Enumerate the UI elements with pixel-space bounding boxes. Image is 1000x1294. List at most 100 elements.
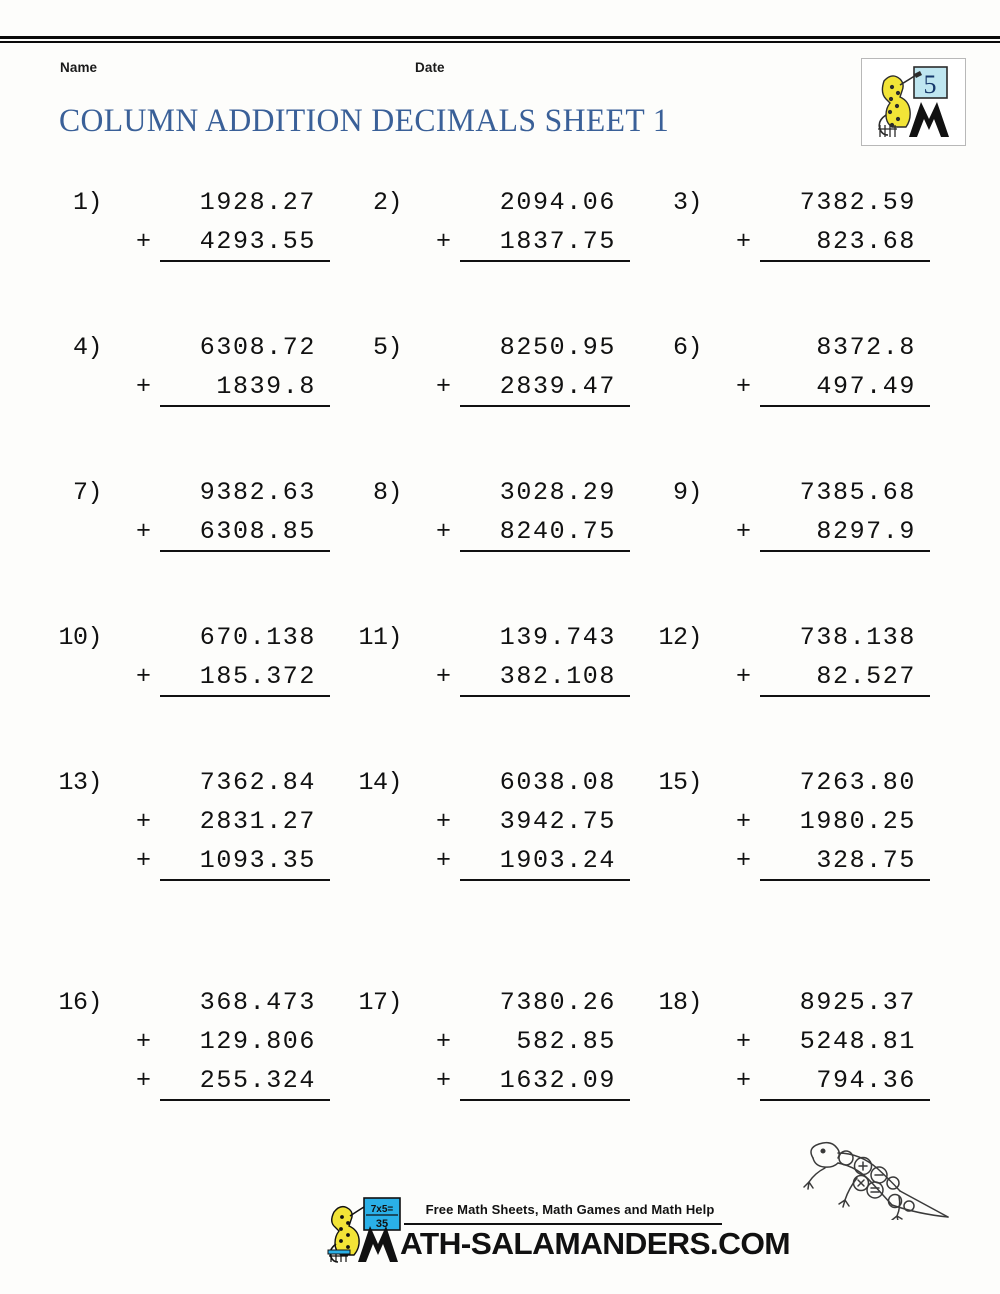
addend-line-final: +8297.9 bbox=[708, 515, 930, 554]
problem-number: 16) bbox=[58, 988, 102, 1017]
problem-row: 4) 6308.72 +1839.8 5) 8250.95 +2839.47 6) 8372.… bbox=[0, 331, 1000, 476]
plus-icon: + bbox=[136, 227, 152, 256]
addend-value: 7382.59 bbox=[799, 188, 916, 217]
problem-number: 6) bbox=[672, 333, 703, 362]
grade-badge: 5 bbox=[861, 58, 966, 146]
addend-line: 6308.72 bbox=[108, 331, 330, 370]
addend-line: 7263.80 bbox=[708, 766, 930, 805]
problem-number: 5) bbox=[372, 333, 403, 362]
addend-line: 6038.08 bbox=[408, 766, 630, 805]
worksheet-header-meta: Name Date bbox=[60, 60, 880, 82]
problem-number: 11) bbox=[358, 623, 402, 652]
plus-icon: + bbox=[136, 1027, 152, 1056]
problem-number: 4) bbox=[72, 333, 103, 362]
addend-line-final: +82.527 bbox=[708, 660, 930, 699]
addend-line-final: +794.36 bbox=[708, 1064, 930, 1103]
addend-line-final: +8240.75 bbox=[408, 515, 630, 554]
addend-line-final: +4293.55 bbox=[108, 225, 330, 264]
problem-operand-stack: 368.473 +129.806 +255.324 bbox=[108, 986, 330, 1103]
footer-divider bbox=[404, 1223, 722, 1225]
addend-line-final: +1839.8 bbox=[108, 370, 330, 409]
problem-number: 1) bbox=[72, 188, 103, 217]
addend-value: 670.138 bbox=[199, 623, 316, 652]
addend-line-final: +1903.24 bbox=[408, 844, 630, 883]
top-border-thin-line bbox=[0, 41, 1000, 43]
addend-line-final: +1837.75 bbox=[408, 225, 630, 264]
addend-value: 1093.35 bbox=[199, 846, 316, 875]
addend-line-final: +382.108 bbox=[408, 660, 630, 699]
addend-line: 7362.84 bbox=[108, 766, 330, 805]
problem-number: 3) bbox=[672, 188, 703, 217]
addend-value: 1632.09 bbox=[499, 1066, 616, 1095]
addend-line-final: +185.372 bbox=[108, 660, 330, 699]
name-label: Name bbox=[60, 60, 98, 75]
addend-value: 8925.37 bbox=[799, 988, 916, 1017]
addend-value: 382.108 bbox=[499, 662, 616, 691]
plus-icon: + bbox=[736, 1066, 752, 1095]
addend-value: 185.372 bbox=[199, 662, 316, 691]
addend-line: 8925.37 bbox=[708, 986, 930, 1025]
addend-line: 7385.68 bbox=[708, 476, 930, 515]
addend-line-final: +497.49 bbox=[708, 370, 930, 409]
addend-value: 6308.85 bbox=[199, 517, 316, 546]
plus-icon: + bbox=[736, 807, 752, 836]
plus-icon: + bbox=[736, 517, 752, 546]
corner-salamander bbox=[795, 1128, 970, 1222]
addend-value: 7362.84 bbox=[199, 768, 316, 797]
problem-number: 10) bbox=[58, 623, 102, 652]
mascot-board-top: 7x5= bbox=[371, 1204, 394, 1215]
problem-number: 9) bbox=[672, 478, 703, 507]
addend-line: +582.85 bbox=[408, 1025, 630, 1064]
addend-line-final: +823.68 bbox=[708, 225, 930, 264]
addend-line-final: +2839.47 bbox=[408, 370, 630, 409]
problem-operand-stack: 1928.27 +4293.55 bbox=[108, 186, 330, 264]
addend-value: 129.806 bbox=[199, 1027, 316, 1056]
plus-icon: + bbox=[436, 807, 452, 836]
addend-value: 1837.75 bbox=[499, 227, 616, 256]
addend-line: 738.138 bbox=[708, 621, 930, 660]
problem-number: 2) bbox=[372, 188, 403, 217]
addend-value: 1928.27 bbox=[199, 188, 316, 217]
problem-row: 13) 7362.84 +2831.27 +1093.35 14) 6038.08 +394… bbox=[0, 766, 1000, 916]
addend-line: 368.473 bbox=[108, 986, 330, 1025]
addend-value: 82.527 bbox=[816, 662, 916, 691]
plus-icon: + bbox=[436, 372, 452, 401]
addend-value: 1980.25 bbox=[799, 807, 916, 836]
plus-icon: + bbox=[136, 807, 152, 836]
plus-icon: + bbox=[136, 662, 152, 691]
mascot-board-bottom: 35 bbox=[376, 1218, 388, 1230]
problem-operand-stack: 9382.63 +6308.85 bbox=[108, 476, 330, 554]
plus-icon: + bbox=[436, 846, 452, 875]
plus-icon: + bbox=[436, 1066, 452, 1095]
addend-line: 7380.26 bbox=[408, 986, 630, 1025]
addend-value: 3028.29 bbox=[499, 478, 616, 507]
problem-operand-stack: 2094.06 +1837.75 bbox=[408, 186, 630, 264]
footer-logo[interactable]: 7x5= 35 Free Math Sheets, Math Gam bbox=[322, 1196, 791, 1264]
problem-number: 15) bbox=[658, 768, 702, 797]
addend-value: 8250.95 bbox=[499, 333, 616, 362]
addend-value: 7263.80 bbox=[799, 768, 916, 797]
addend-line: 139.743 bbox=[408, 621, 630, 660]
footer-wordmark: ATH-SALAMANDERS.COM bbox=[400, 1226, 791, 1261]
addend-value: 9382.63 bbox=[199, 478, 316, 507]
addend-line: +1980.25 bbox=[708, 805, 930, 844]
top-border-rule bbox=[0, 36, 1000, 43]
footer-tagline: Free Math Sheets, Math Games and Math He… bbox=[425, 1202, 715, 1217]
problem-operand-stack: 8372.8 +497.49 bbox=[708, 331, 930, 409]
problem-operand-stack: 738.138 +82.527 bbox=[708, 621, 930, 699]
addend-line-final: +328.75 bbox=[708, 844, 930, 883]
problem-row: 16) 368.473 +129.806 +255.324 17) 7380.26 +582… bbox=[0, 986, 1000, 1136]
problem-number: 7) bbox=[72, 478, 103, 507]
addend-line-final: +6308.85 bbox=[108, 515, 330, 554]
addend-value: 3942.75 bbox=[499, 807, 616, 836]
addend-line: 8372.8 bbox=[708, 331, 930, 370]
addend-value: 582.85 bbox=[516, 1027, 616, 1056]
addend-line: 8250.95 bbox=[408, 331, 630, 370]
problem-operand-stack: 7380.26 +582.85 +1632.09 bbox=[408, 986, 630, 1103]
addend-line: 9382.63 bbox=[108, 476, 330, 515]
salamander-grade-badge-icon: 5 bbox=[878, 66, 949, 137]
addend-value: 2094.06 bbox=[499, 188, 616, 217]
addend-value: 794.36 bbox=[816, 1066, 916, 1095]
problem-number: 14) bbox=[358, 768, 402, 797]
salamander-outline-icon bbox=[803, 1141, 949, 1222]
